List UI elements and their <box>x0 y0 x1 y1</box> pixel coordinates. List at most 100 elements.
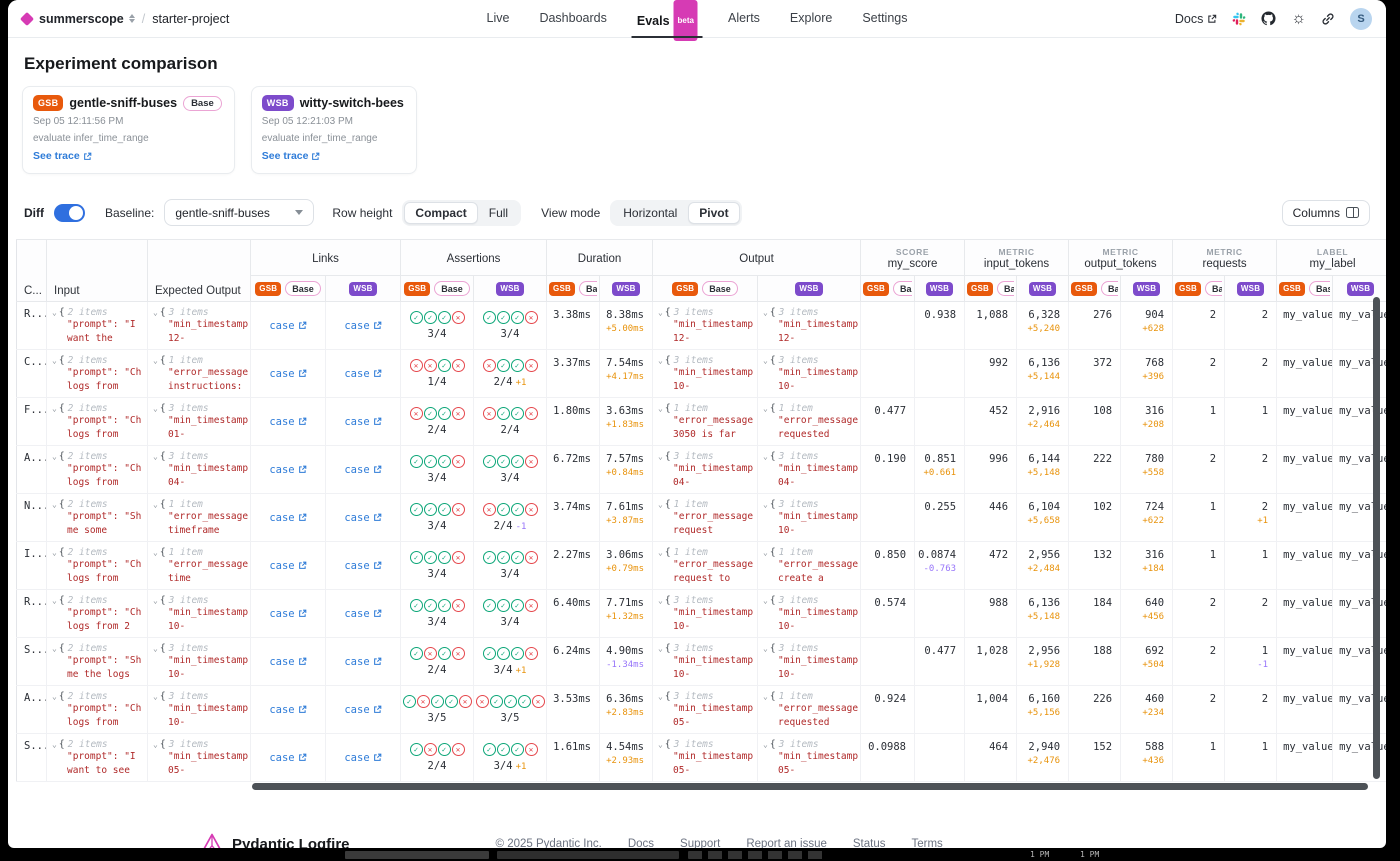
footer-support-link[interactable]: Support <box>680 838 721 848</box>
theme-toggle-sun-icon[interactable]: ☼ <box>1291 9 1306 27</box>
see-trace-link[interactable]: See trace <box>262 150 321 162</box>
vertical-scrollbar[interactable] <box>1373 297 1380 779</box>
expand-chevron-icon[interactable]: ⌄ <box>658 740 663 749</box>
footer-terms-link[interactable]: Terms <box>911 838 943 848</box>
expand-chevron-icon[interactable]: ⌄ <box>52 692 57 701</box>
expand-chevron-icon[interactable]: ⌄ <box>763 692 768 701</box>
assertion-icons: ✓ ✓ ✓ ✕ <box>475 551 546 564</box>
case-link[interactable]: case <box>269 704 306 716</box>
chevron-down-icon <box>295 210 304 215</box>
expand-chevron-icon[interactable]: ⌄ <box>658 692 663 701</box>
view-mode-pivot-option[interactable]: Pivot <box>688 201 740 224</box>
slack-icon[interactable] <box>1232 12 1246 26</box>
case-link[interactable]: case <box>344 464 381 476</box>
expand-chevron-icon[interactable]: ⌄ <box>763 596 768 605</box>
expand-chevron-icon[interactable]: ⌄ <box>658 596 663 605</box>
org-switcher[interactable]: summerscope <box>39 11 124 26</box>
view-mode-horizontal-option[interactable]: Horizontal <box>623 205 678 220</box>
diff-toggle[interactable] <box>54 203 85 222</box>
case-link[interactable]: case <box>344 512 381 524</box>
expand-chevron-icon[interactable]: ⌄ <box>153 308 158 317</box>
check-circle-icon: ✓ <box>437 359 451 372</box>
nav-item-explore[interactable]: Explore <box>789 10 833 25</box>
expand-chevron-icon[interactable]: ⌄ <box>153 452 158 461</box>
expand-chevron-icon[interactable]: ⌄ <box>153 356 158 365</box>
json-preview-line: "prompt": "Ch <box>67 367 142 378</box>
case-link[interactable]: case <box>269 416 306 428</box>
expand-chevron-icon[interactable]: ⌄ <box>763 452 768 461</box>
user-avatar[interactable]: S <box>1350 7 1372 30</box>
expand-chevron-icon[interactable]: ⌄ <box>658 356 663 365</box>
expand-chevron-icon[interactable]: ⌄ <box>52 644 57 653</box>
expand-chevron-icon[interactable]: ⌄ <box>153 740 158 749</box>
case-link[interactable]: case <box>269 752 306 764</box>
nav-item-live[interactable]: Live <box>486 10 510 25</box>
expand-chevron-icon[interactable]: ⌄ <box>153 500 158 509</box>
project-name[interactable]: starter-project <box>152 11 230 26</box>
nav-item-alerts[interactable]: Alerts <box>727 10 760 25</box>
case-link[interactable]: case <box>344 704 381 716</box>
org-switcher-chevrons-icon[interactable] <box>128 14 135 23</box>
horizontal-scrollbar[interactable] <box>252 783 1368 790</box>
json-preview-header: ⌄{1 item <box>658 403 755 414</box>
expand-chevron-icon[interactable]: ⌄ <box>52 500 57 509</box>
row-height-full-option[interactable]: Full <box>488 205 509 220</box>
nav-item-dashboards[interactable]: Dashboards <box>539 10 607 25</box>
expand-chevron-icon[interactable]: ⌄ <box>763 548 768 557</box>
footer-status-link[interactable]: Status <box>852 838 886 848</box>
case-link[interactable]: case <box>269 560 306 572</box>
expand-chevron-icon[interactable]: ⌄ <box>658 452 663 461</box>
expand-chevron-icon[interactable]: ⌄ <box>52 404 57 413</box>
expand-chevron-icon[interactable]: ⌄ <box>763 356 768 365</box>
footer-docs-link[interactable]: Docs <box>627 838 655 848</box>
expand-chevron-icon[interactable]: ⌄ <box>658 500 663 509</box>
expand-chevron-icon[interactable]: ⌄ <box>153 692 158 701</box>
expand-chevron-icon[interactable]: ⌄ <box>658 548 663 557</box>
expand-chevron-icon[interactable]: ⌄ <box>658 404 663 413</box>
nav-item-evals[interactable]: Evals beta <box>622 0 713 41</box>
columns-button[interactable]: Columns <box>1281 199 1370 226</box>
case-link[interactable]: case <box>344 656 381 668</box>
expand-chevron-icon[interactable]: ⌄ <box>763 404 768 413</box>
case-link[interactable]: case <box>344 560 381 572</box>
share-link-icon[interactable] <box>1321 12 1335 26</box>
expand-chevron-icon[interactable]: ⌄ <box>763 500 768 509</box>
case-link[interactable]: case <box>269 656 306 668</box>
baseline-select[interactable]: gentle-sniff-buses <box>164 199 315 226</box>
expand-chevron-icon[interactable]: ⌄ <box>658 308 663 317</box>
case-link[interactable]: case <box>344 320 381 332</box>
expand-chevron-icon[interactable]: ⌄ <box>153 404 158 413</box>
expand-chevron-icon[interactable]: ⌄ <box>52 308 57 317</box>
expand-chevron-icon[interactable]: ⌄ <box>52 596 57 605</box>
case-link[interactable]: case <box>269 608 306 620</box>
case-link[interactable]: case <box>269 368 306 380</box>
case-link[interactable]: case <box>344 608 381 620</box>
case-link[interactable]: case <box>269 320 306 332</box>
case-link[interactable]: case <box>344 368 381 380</box>
case-link[interactable]: case <box>344 752 381 764</box>
expand-chevron-icon[interactable]: ⌄ <box>153 548 158 557</box>
nav-item-settings[interactable]: Settings <box>862 10 908 25</box>
json-brace: { <box>769 691 776 702</box>
docs-link[interactable]: Docs <box>1175 12 1217 26</box>
github-icon[interactable] <box>1261 11 1276 26</box>
expand-chevron-icon[interactable]: ⌄ <box>763 740 768 749</box>
see-trace-link[interactable]: See trace <box>33 150 92 162</box>
expand-chevron-icon[interactable]: ⌄ <box>658 644 663 653</box>
expand-chevron-icon[interactable]: ⌄ <box>763 308 768 317</box>
expand-chevron-icon[interactable]: ⌄ <box>763 644 768 653</box>
footer-report-issue-link[interactable]: Report an issue <box>746 838 827 848</box>
expand-chevron-icon[interactable]: ⌄ <box>52 740 57 749</box>
expand-chevron-icon[interactable]: ⌄ <box>153 596 158 605</box>
row-height-compact-option[interactable]: Compact <box>404 201 478 224</box>
expand-chevron-icon[interactable]: ⌄ <box>52 452 57 461</box>
group-label: Links <box>312 252 339 265</box>
expand-chevron-icon[interactable]: ⌄ <box>52 548 57 557</box>
experiment-card-wsb: WSB witty-switch-bees Sep 05 12:21:03 PM… <box>250 86 417 174</box>
case-link[interactable]: case <box>269 512 306 524</box>
expand-chevron-icon[interactable]: ⌄ <box>153 644 158 653</box>
case-link[interactable]: case <box>344 416 381 428</box>
case-link[interactable]: case <box>269 464 306 476</box>
expand-chevron-icon[interactable]: ⌄ <box>52 356 57 365</box>
